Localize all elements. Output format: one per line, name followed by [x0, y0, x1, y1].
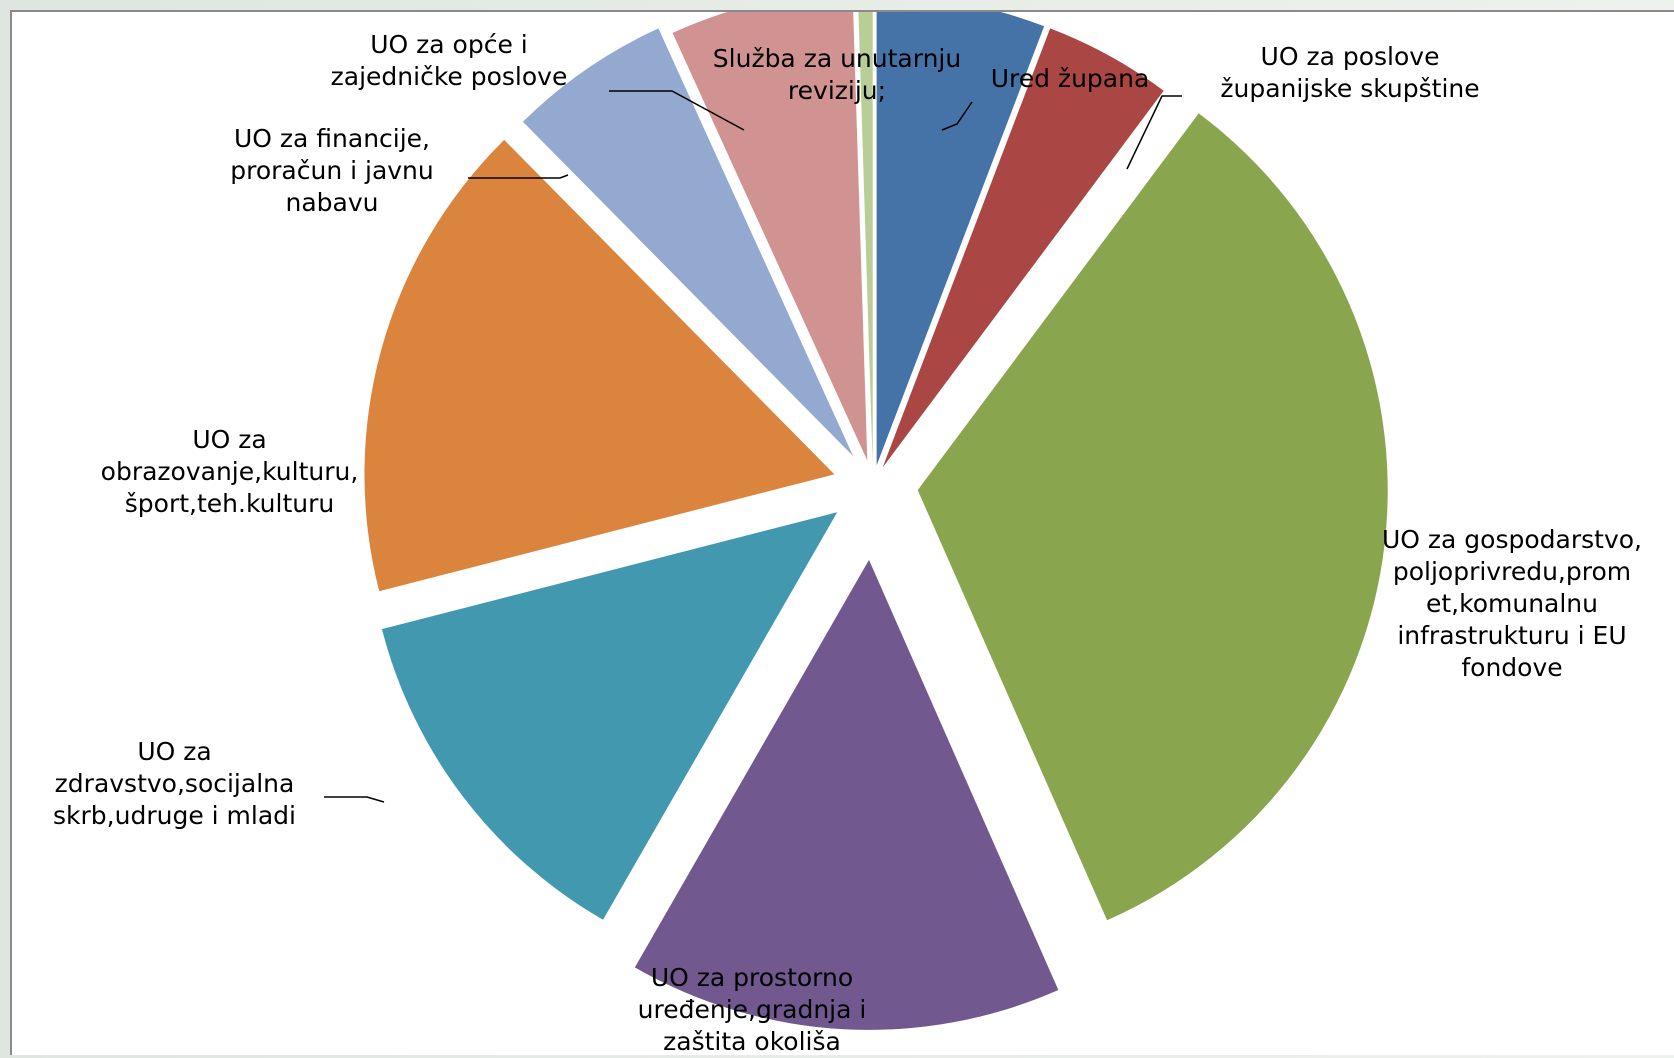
slice-label-financije: UO za financije, proračun i javnu nabavu — [230, 124, 434, 217]
slice-label-obrazovanje: UO za obrazovanje,kulturu, šport,teh.kul… — [100, 425, 359, 518]
pie-slice-ured-zupana — [876, 12, 1045, 466]
pie-chart — [324, 12, 1388, 1030]
pie-slice-gospodarstvo — [917, 113, 1388, 921]
pie-slice-prostorno-uredjenje — [634, 559, 1059, 1030]
slice-label-gospodarstvo: UO za gospodarstvo, poljoprivredu,prom e… — [1382, 525, 1642, 682]
slice-label-zupanijska-skupstina: UO za poslove županijske skupštine — [1220, 42, 1480, 103]
pie-slice-financije — [522, 28, 854, 457]
pie-slice-obrazovanje — [364, 139, 835, 592]
slice-label-zdravstvo: UO za zdravstvo,socijalna skrb,udruge i … — [53, 737, 296, 830]
leader-line-ured-zupana — [941, 101, 973, 131]
slice-label-ured-zupana: Ured župana — [990, 64, 1150, 93]
pie-slice-unutarnja-revizija — [858, 12, 873, 466]
slice-label-opce-poslove: UO za opće i zajedničke poslove — [330, 30, 568, 91]
slice-label-prostorno-uredjenje: UO za prostorno uređenje,gradnja i zašti… — [637, 963, 867, 1056]
leader-line-zdravstvo — [324, 796, 385, 803]
chart-area: Ured župana UO za poslove županijske sku… — [10, 10, 1674, 1056]
leader-line-opce-poslove — [609, 90, 745, 131]
slice-label-unutarnja-revizija: Služba za unutarnju reviziju; — [712, 44, 962, 105]
pie-slice-zupanijska-skupstina — [882, 28, 1164, 468]
leader-line-financije — [468, 174, 569, 179]
leader-line-zupanijska-skupstina — [1126, 95, 1182, 170]
pie-slice-zdravstvo — [381, 512, 838, 920]
pie-slice-opce-poslove — [672, 12, 868, 461]
